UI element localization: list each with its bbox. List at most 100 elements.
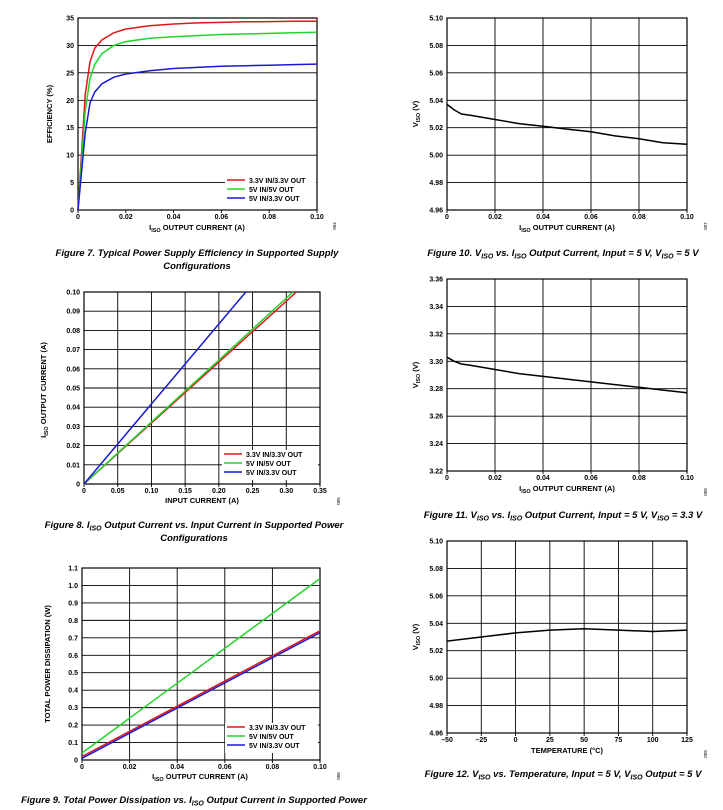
- y-tick-label: 4.96: [429, 208, 443, 215]
- y-tick-label: 25: [66, 70, 74, 77]
- x-tick-label: 0.04: [536, 475, 550, 482]
- label-text: INPUT CURRENT (A): [165, 496, 239, 505]
- x-tick-label: 0.05: [111, 488, 125, 495]
- y-tick-label: 5.00: [429, 153, 443, 160]
- y-tick-label: 0.02: [66, 443, 80, 450]
- y-tick-label: 5.10: [429, 16, 443, 23]
- y-tick-label: 4.98: [429, 180, 443, 187]
- legend-entry: 5V IN/5V OUT: [249, 187, 294, 194]
- y-tick-label: 0.1: [68, 740, 78, 747]
- label-subscript: ISO: [416, 112, 422, 122]
- chart-6: 4.96 4.98 5.00 5.02 5.04 5.06 5.08 5.10 –50 –25 0 2…: [411, 539, 708, 782]
- x-tick-label: 0.35: [313, 488, 327, 495]
- x-tick-label: 100: [647, 737, 659, 744]
- y-tick-label: 20: [66, 98, 74, 105]
- label-text: I: [519, 223, 521, 232]
- y-tick-label: 3.28: [429, 386, 443, 393]
- caption-subscript: ISO: [657, 516, 670, 523]
- y-tick-label: 0.04: [66, 405, 80, 412]
- x-axis-label: IISO OUTPUT CURRENT (A): [519, 223, 615, 234]
- caption-text: Output Current, Input = 5 V, V: [522, 510, 658, 521]
- caption-subscript: ISO: [192, 801, 205, 808]
- x-tick-label: 0: [514, 737, 518, 744]
- legend-box: [222, 450, 318, 480]
- y-axis-label: VISO (V): [411, 100, 422, 127]
- x-axis-label: INPUT CURRENT (A): [165, 496, 239, 505]
- y-tick-label: 0.08: [66, 328, 80, 335]
- plot-frame: [446, 278, 688, 472]
- x-tick-label: 0.04: [536, 214, 550, 221]
- y-tick-label: 0.8: [68, 618, 78, 625]
- y-tick-label: 4.96: [429, 731, 443, 738]
- y-tick-label: 0.5: [68, 670, 78, 677]
- y-tick-label: 0.4: [68, 688, 78, 695]
- series-line-vout: [446, 628, 688, 642]
- y-tick-label: 3.30: [429, 359, 443, 366]
- caption-text: vs. I: [493, 248, 514, 259]
- chart-2: 0 0.01 0.02 0.03 0.04 0.05 0.06 0.07 0.08 0.09 0.1…: [39, 290, 345, 545]
- caption-text: Figure 7. Typical Power Supply Efficienc…: [56, 248, 340, 259]
- caption-text: Figure 9. Total Power Dissipation vs. I: [21, 795, 192, 806]
- figure-caption: Figure 10. VISO vs. IISO Output Current,…: [427, 248, 699, 261]
- y-tick-label: 0.05: [66, 386, 80, 393]
- legend-box: [225, 176, 316, 206]
- label-text: TOTAL POWER DISSIPATION (W): [43, 605, 52, 723]
- y-axis-label: VISO (V): [411, 361, 422, 388]
- y-tick-label: 3.34: [429, 304, 443, 311]
- y-tick-label: 5.02: [429, 125, 443, 132]
- label-text: EFFICIENCY (%): [45, 84, 54, 143]
- label-subscript: ISO: [416, 635, 422, 645]
- legend-entry: 3.3V IN/3.3V OUT: [249, 725, 306, 732]
- series-line-5v-in-3-3v-out: [81, 631, 321, 759]
- y-tick-label: 0.09: [66, 309, 80, 316]
- x-tick-label: 0.10: [313, 764, 327, 771]
- figure-id: 006: [336, 772, 341, 780]
- plot-frame: [446, 17, 688, 211]
- y-tick-label: 0.07: [66, 347, 80, 354]
- y-tick-label: 0.2: [68, 723, 78, 730]
- label-subscript: ISO: [521, 489, 531, 495]
- series-line-3-3v-in-3-3v-out: [77, 20, 317, 211]
- y-tick-label: 15: [66, 125, 74, 132]
- label-text: V: [411, 122, 420, 127]
- x-tick-label: 0.25: [246, 488, 260, 495]
- x-tick-label: 0.06: [215, 214, 229, 221]
- y-tick-label: 0.3: [68, 705, 78, 712]
- y-tick-label: 3.26: [429, 414, 443, 421]
- caption-text: = 5 V: [674, 248, 700, 259]
- y-tick-label: 1.1: [68, 566, 78, 573]
- caption-text: vs. Temperature, Input = 5 V, V: [491, 769, 632, 780]
- series-line-5v-in-5v-out: [83, 291, 294, 485]
- y-tick-label: 3.22: [429, 469, 443, 476]
- y-tick-label: 5.02: [429, 648, 443, 655]
- caption-subscript: ISO: [481, 254, 494, 261]
- x-tick-label: 50: [580, 737, 588, 744]
- y-tick-label: 0: [70, 208, 74, 215]
- label-text: I: [39, 436, 48, 438]
- x-tick-label: 25: [546, 737, 554, 744]
- plot-frame: [77, 17, 318, 211]
- y-tick-label: 0.03: [66, 424, 80, 431]
- caption-subscript: ISO: [510, 516, 523, 523]
- caption-text: Figure 8. I: [45, 520, 90, 531]
- label-subscript: ISO: [154, 777, 164, 783]
- y-tick-label: 5.10: [429, 539, 443, 546]
- x-tick-label: 0.08: [266, 764, 280, 771]
- y-tick-label: 0.7: [68, 635, 78, 642]
- x-tick-label: 0.10: [145, 488, 159, 495]
- figure-caption: Configurations: [160, 533, 228, 544]
- x-tick-label: 0: [445, 475, 449, 482]
- x-tick-label: –50: [441, 737, 453, 744]
- y-tick-label: 0.9: [68, 600, 78, 607]
- y-tick-label: 30: [66, 43, 74, 50]
- caption-subscript: ISO: [90, 526, 103, 533]
- figure-id: 009: [703, 750, 708, 758]
- y-tick-label: 0.10: [66, 290, 80, 297]
- caption-text: Output Current in Supported Power: [204, 795, 368, 806]
- x-tick-label: 0.04: [170, 764, 184, 771]
- legend-entry: 5V IN/3.3V OUT: [249, 196, 300, 203]
- figure-caption: Figure 9. Total Power Dissipation vs. II…: [21, 795, 368, 808]
- caption-subscript: ISO: [631, 775, 644, 782]
- label-subscript: ISO: [521, 228, 531, 234]
- chart-4: 4.96 4.98 5.00 5.02 5.04 5.06 5.08 5.10 0 0.02 0.0…: [411, 16, 708, 261]
